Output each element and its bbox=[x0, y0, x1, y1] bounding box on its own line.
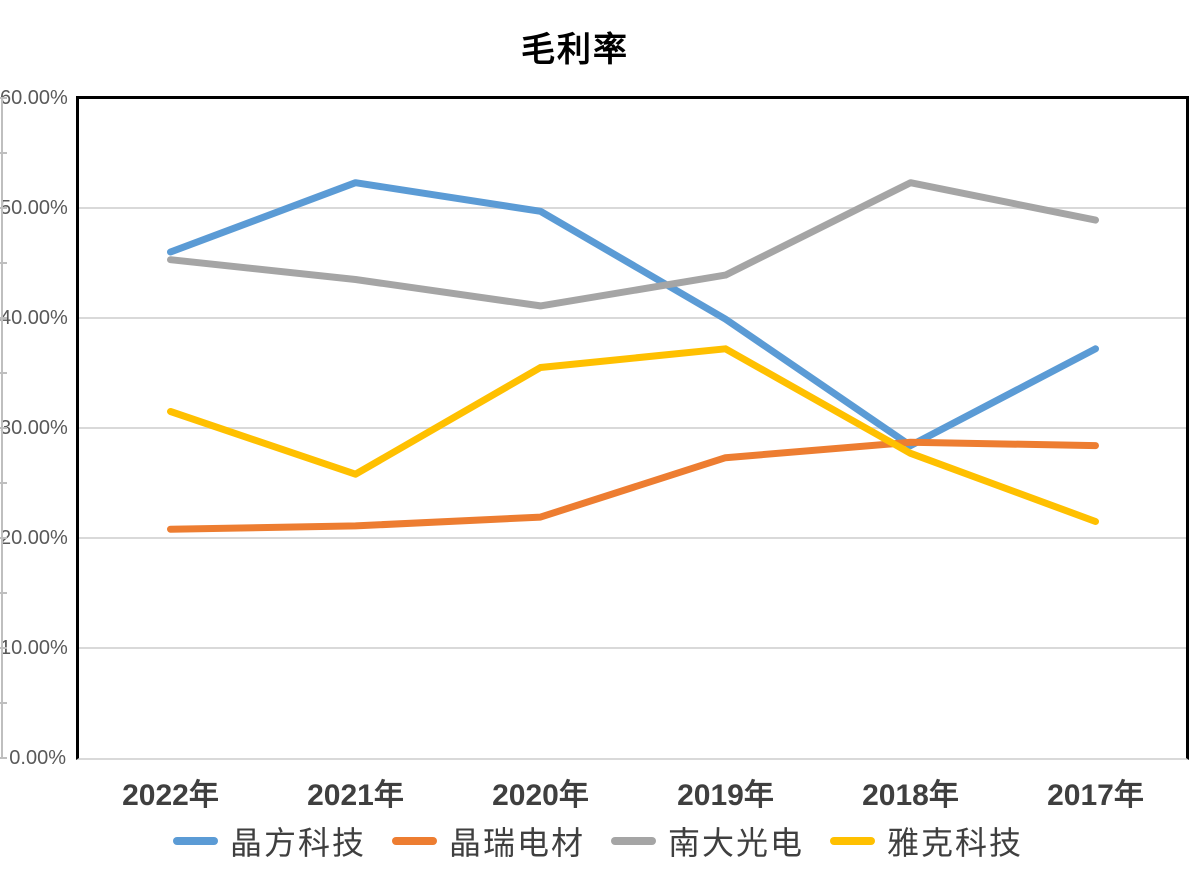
y-axis-tick-mark bbox=[0, 757, 7, 759]
legend: 晶方科技 晶瑞电材 南大光电 雅克科技 bbox=[0, 816, 1196, 866]
legend-label: 晶瑞电材 bbox=[448, 824, 585, 862]
x-axis-label: 2020年 bbox=[492, 779, 589, 812]
legend-swatch bbox=[611, 837, 656, 845]
x-axis-label: 2018年 bbox=[862, 779, 959, 812]
y-axis-tick-label: 40.00% bbox=[0, 307, 68, 329]
y-axis-tick-mark bbox=[0, 482, 7, 484]
x-axis-label: 2021年 bbox=[307, 779, 404, 812]
x-axis-label: 2022年 bbox=[122, 779, 219, 812]
y-axis-tick-label: 50.00% bbox=[0, 197, 68, 219]
legend-swatch bbox=[391, 837, 437, 845]
legend-label: 晶方科技 bbox=[229, 824, 366, 862]
legend-label: 雅克科技 bbox=[887, 824, 1024, 862]
y-axis-tick-label: 10.00% bbox=[0, 637, 68, 659]
y-axis-tick-label: 20.00% bbox=[0, 527, 68, 549]
y-axis-tick-mark bbox=[0, 647, 7, 649]
legend-item: 晶方科技 bbox=[172, 818, 366, 864]
y-axis-tick-mark bbox=[0, 427, 7, 429]
y-axis-tick-mark bbox=[0, 97, 7, 99]
legend-item: 晶瑞电材 bbox=[391, 818, 585, 864]
y-axis-tick-mark bbox=[0, 702, 7, 704]
y-axis-tick-label: 30.00% bbox=[0, 417, 68, 439]
plot-area bbox=[76, 96, 1189, 760]
legend-item: 雅克科技 bbox=[830, 818, 1023, 864]
y-axis-tick-mark bbox=[0, 262, 7, 264]
y-axis-tick-mark bbox=[0, 317, 7, 319]
legend-label: 南大光电 bbox=[668, 824, 805, 862]
gridline bbox=[79, 647, 1187, 649]
gridline bbox=[79, 537, 1187, 539]
y-axis-tick-mark bbox=[0, 207, 7, 209]
y-axis-tick-mark bbox=[0, 537, 7, 539]
x-axis-label: 2019年 bbox=[677, 779, 774, 812]
legend-item: 南大光电 bbox=[611, 818, 804, 864]
y-axis-tick-mark bbox=[0, 372, 7, 374]
y-axis-tick-label: 60.00% bbox=[0, 87, 68, 109]
legend-swatch bbox=[172, 837, 218, 845]
x-axis-label: 2017年 bbox=[1047, 779, 1144, 812]
legend-swatch bbox=[830, 837, 876, 845]
y-axis-tick-mark bbox=[0, 592, 7, 594]
chart-title: 毛利率 bbox=[521, 30, 629, 70]
y-axis-tick-mark bbox=[0, 152, 7, 154]
y-axis-tick-label: 0.00% bbox=[9, 747, 66, 769]
